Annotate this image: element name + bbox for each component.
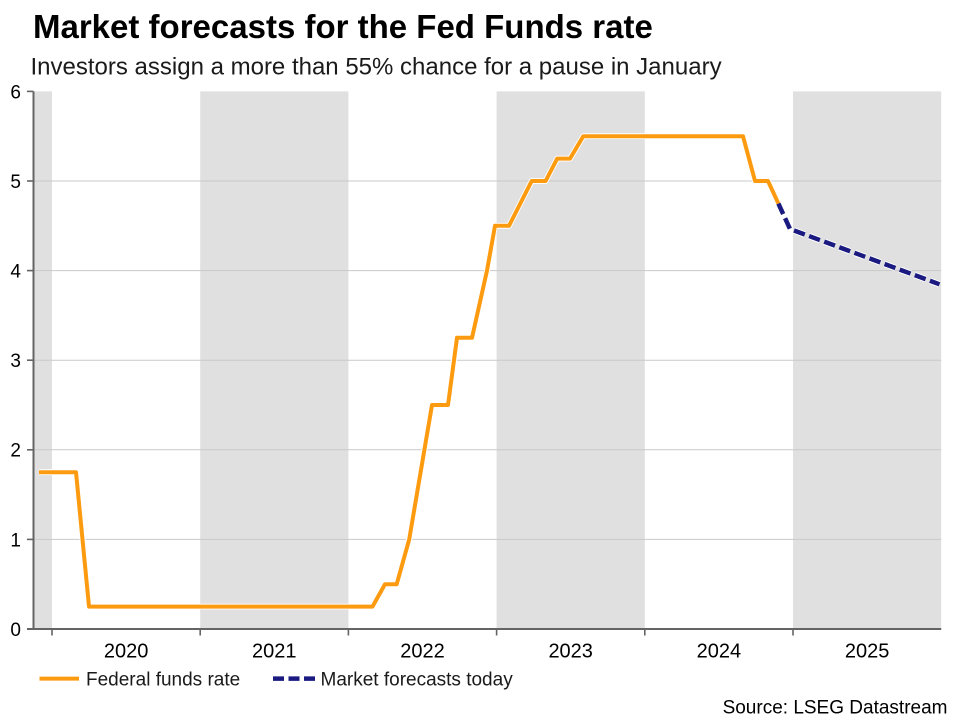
svg-text:2025: 2025 bbox=[845, 641, 890, 663]
svg-text:6: 6 bbox=[10, 82, 21, 103]
svg-text:Source: LSEG Datastream: Source: LSEG Datastream bbox=[723, 698, 948, 719]
svg-text:Market forecasts for the Fed F: Market forecasts for the Fed Funds rate bbox=[33, 8, 653, 45]
svg-text:Federal funds rate: Federal funds rate bbox=[86, 670, 240, 691]
svg-text:3: 3 bbox=[10, 351, 21, 372]
svg-text:2024: 2024 bbox=[697, 641, 742, 663]
svg-text:2021: 2021 bbox=[252, 641, 297, 663]
svg-text:Market forecasts today: Market forecasts today bbox=[321, 670, 514, 691]
svg-text:2022: 2022 bbox=[400, 641, 445, 663]
svg-text:2: 2 bbox=[10, 441, 21, 462]
svg-text:2020: 2020 bbox=[104, 641, 149, 663]
svg-text:2023: 2023 bbox=[548, 641, 593, 663]
svg-text:Investors assign a more than 5: Investors assign a more than 55% chance … bbox=[31, 54, 722, 81]
svg-text:1: 1 bbox=[10, 530, 21, 551]
svg-text:0: 0 bbox=[10, 620, 21, 641]
svg-text:5: 5 bbox=[10, 172, 21, 193]
svg-text:4: 4 bbox=[10, 262, 21, 283]
